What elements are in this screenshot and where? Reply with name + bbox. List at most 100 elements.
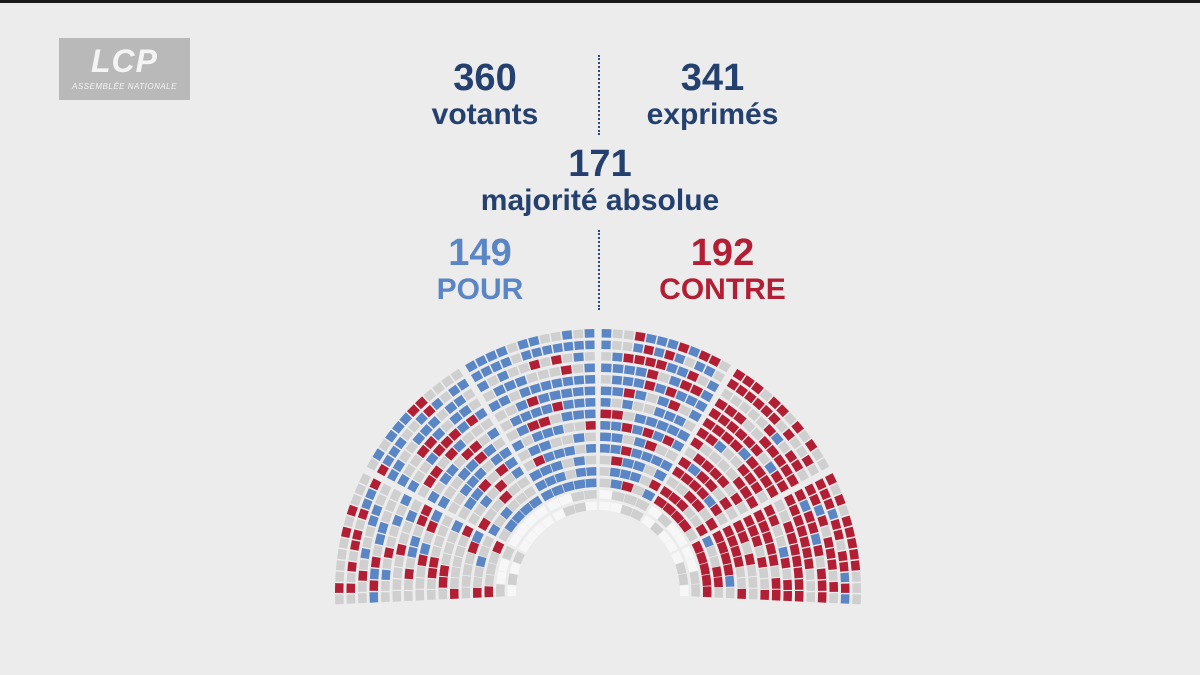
seat (610, 479, 623, 490)
seat (714, 587, 724, 598)
seat (690, 384, 704, 397)
seat (674, 482, 689, 497)
seat (624, 365, 636, 375)
seat (432, 443, 446, 457)
seat (632, 460, 646, 472)
seat (750, 443, 764, 457)
seat (825, 473, 837, 486)
seat (470, 424, 485, 438)
seat (776, 404, 789, 418)
seat (609, 467, 621, 478)
seat (674, 353, 686, 365)
seat (748, 588, 758, 600)
seat (427, 578, 436, 589)
seat (645, 333, 657, 344)
seat (817, 592, 827, 603)
seat (703, 495, 717, 508)
seat (499, 419, 513, 432)
seat (400, 493, 412, 507)
seat (692, 453, 706, 466)
seat (584, 352, 595, 361)
seat (530, 406, 543, 419)
seat (470, 487, 484, 502)
seat (623, 353, 634, 364)
seat (729, 439, 744, 453)
seat (518, 386, 531, 398)
seat (335, 560, 346, 571)
seat (438, 576, 448, 588)
seat (443, 541, 455, 555)
seat (696, 427, 710, 440)
seat (459, 483, 473, 497)
seat (796, 525, 808, 538)
seat (369, 580, 379, 591)
seat (622, 434, 635, 445)
seat (639, 475, 652, 487)
seat (457, 506, 471, 520)
seat (665, 449, 679, 462)
seat (468, 398, 482, 411)
seat (378, 438, 392, 452)
seat (668, 375, 682, 388)
seat (496, 570, 507, 585)
seat (712, 566, 722, 578)
seat (643, 403, 655, 415)
seat (348, 550, 359, 562)
seat (684, 446, 697, 460)
votants-block: 360 votants (405, 58, 565, 132)
seat (737, 530, 750, 544)
seat (369, 568, 380, 580)
seat (486, 487, 500, 500)
seat (486, 470, 500, 485)
seat (584, 329, 595, 338)
seat (753, 465, 767, 479)
seat (695, 523, 708, 537)
seat (784, 493, 796, 507)
seat (539, 357, 552, 368)
seat (852, 583, 861, 593)
seat (514, 375, 528, 388)
seat (335, 571, 345, 582)
seat (394, 436, 407, 450)
seat (621, 422, 633, 433)
seat (816, 568, 827, 580)
seat (703, 365, 716, 378)
seat (847, 537, 858, 549)
seat (805, 569, 815, 580)
seat (759, 474, 773, 489)
seat (447, 501, 460, 515)
seat (540, 488, 555, 502)
seat (441, 514, 453, 528)
seat (634, 498, 650, 512)
seat (429, 465, 443, 479)
seat (444, 447, 459, 461)
seat (512, 551, 525, 565)
seat (834, 494, 846, 507)
contre-value: 192 (690, 232, 755, 274)
seat (408, 420, 421, 433)
seat (734, 428, 748, 441)
seat (552, 508, 566, 522)
seat (736, 501, 749, 515)
seat (361, 498, 373, 510)
seat (623, 493, 638, 506)
seat (450, 476, 464, 490)
seat (439, 564, 450, 577)
seat (730, 492, 743, 506)
seat (401, 521, 414, 534)
seat (354, 518, 366, 531)
seat (706, 545, 718, 558)
seat (549, 413, 562, 425)
seat (599, 455, 611, 465)
seat (757, 452, 771, 466)
seat (733, 411, 747, 425)
seat (735, 384, 748, 397)
seat (405, 441, 419, 454)
seat (655, 359, 668, 371)
seat (472, 587, 482, 598)
seat (612, 340, 622, 351)
seat (666, 362, 679, 374)
seat (775, 535, 787, 548)
seat (473, 467, 487, 481)
seat (585, 501, 597, 511)
